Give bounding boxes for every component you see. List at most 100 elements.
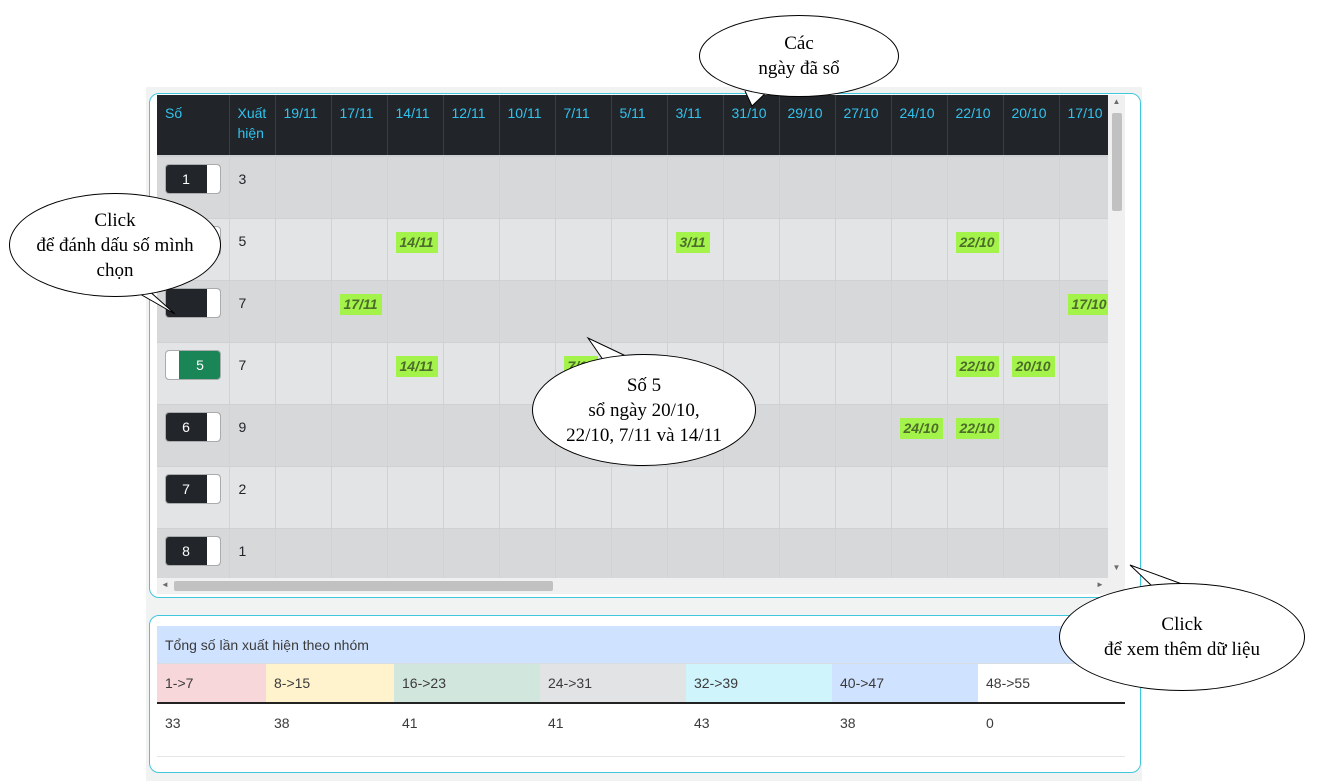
date-cell (611, 280, 668, 343)
appearance-count: 1 (229, 528, 276, 578)
toggle-knob (166, 351, 180, 379)
summary-values-row: 33 38 41 41 43 38 0 (157, 704, 1125, 757)
date-cell (667, 466, 724, 529)
column-header-date: 14/11 (387, 95, 444, 157)
date-cell (331, 404, 388, 467)
column-header-xuat-hien: Xuất hiện (229, 95, 276, 157)
date-cell (1059, 528, 1108, 578)
number-toggle-button[interactable]: 1 (165, 164, 221, 194)
group-label: 16->23 (394, 664, 540, 702)
number-cell: 6 (157, 404, 230, 467)
date-cell (723, 466, 780, 529)
toggle-knob (206, 537, 220, 565)
appearance-count: 9 (229, 404, 276, 467)
date-tag: 22/10 (955, 356, 999, 377)
number-toggle-button[interactable] (165, 288, 221, 318)
date-cell (443, 404, 500, 467)
date-cell (1059, 466, 1108, 529)
appearance-count: 3 (229, 156, 276, 219)
date-cell (947, 280, 1004, 343)
date-cell (1003, 466, 1060, 529)
date-cell (723, 280, 780, 343)
number-cell: 8 (157, 528, 230, 578)
number-cell (157, 280, 230, 343)
vertical-scroll-thumb[interactable] (1112, 113, 1122, 211)
horizontal-scrollbar[interactable]: ◄ ► (157, 578, 1108, 594)
table-header-row: Số Xuất hiện 19/11 17/11 14/11 12/11 10/11 7/11… (157, 95, 1108, 157)
date-cell (443, 280, 500, 343)
date-cell (835, 528, 892, 578)
callout-so5: Số 5 sổ ngày 20/10, 22/10, 7/11 và 14/11 (532, 354, 756, 466)
appearance-count: 5 (229, 218, 276, 281)
date-tag: 17/11 (339, 294, 382, 315)
date-cell (275, 466, 332, 529)
date-cell (611, 528, 668, 578)
date-cell (723, 156, 780, 219)
table-row: 7 17/11 17/10 (157, 280, 1108, 343)
date-cell (891, 280, 948, 343)
group-label: 8->15 (266, 664, 394, 702)
column-header-date: 17/10 (1059, 95, 1108, 157)
date-cell (555, 156, 612, 219)
column-header-date: 5/11 (611, 95, 668, 157)
date-cell (443, 528, 500, 578)
date-cell (331, 528, 388, 578)
scroll-right-arrow-icon[interactable]: ► (1096, 580, 1104, 589)
date-cell (611, 466, 668, 529)
date-cell (1003, 404, 1060, 467)
column-header-date: 3/11 (667, 95, 724, 157)
number-label: 5 (180, 351, 220, 379)
callout-click-mark-line: chọn (96, 259, 134, 281)
date-cell (331, 156, 388, 219)
date-cell: 22/10 (947, 404, 1004, 467)
number-cell: 7 (157, 466, 230, 529)
date-tag: 14/11 (395, 356, 438, 377)
date-cell (555, 218, 612, 281)
number-label: 8 (166, 537, 206, 565)
number-toggle-button[interactable]: 5 (165, 350, 221, 380)
column-header-date: 24/10 (891, 95, 948, 157)
number-toggle-button[interactable]: 7 (165, 474, 221, 504)
callout-click-mark-line: Click (94, 209, 136, 231)
number-toggle-button[interactable]: 8 (165, 536, 221, 566)
date-cell (891, 156, 948, 219)
scroll-left-arrow-icon[interactable]: ◄ (161, 580, 169, 589)
appearance-count: 7 (229, 280, 276, 343)
column-header-date: 29/10 (779, 95, 836, 157)
date-cell (835, 156, 892, 219)
date-cell (275, 156, 332, 219)
table-row: 5 14/11 3/11 22/10 (157, 218, 1108, 281)
scroll-down-arrow-icon[interactable]: ▼ (1112, 563, 1121, 572)
date-cell: 17/11 (331, 280, 388, 343)
date-cell (779, 156, 836, 219)
date-cell (331, 342, 388, 405)
date-cell (947, 156, 1004, 219)
date-cell (947, 528, 1004, 578)
results-table-viewport[interactable]: Số Xuất hiện 19/11 17/11 14/11 12/11 10/11 7/11… (157, 95, 1108, 578)
date-tag: 22/10 (955, 418, 999, 439)
date-cell (499, 156, 556, 219)
group-label: 24->31 (540, 664, 686, 702)
group-value: 41 (394, 704, 540, 756)
number-toggle-button[interactable]: 6 (165, 412, 221, 442)
date-cell (835, 280, 892, 343)
date-cell (443, 218, 500, 281)
date-cell: 3/11 (667, 218, 724, 281)
summary-header-row: 1->7 8->15 16->23 24->31 32->39 40->47 48->55 (157, 664, 1125, 704)
horizontal-scroll-thumb[interactable] (174, 581, 553, 591)
scroll-up-arrow-icon[interactable]: ▲ (1112, 97, 1121, 106)
date-cell (1059, 404, 1108, 467)
column-header-date: 27/10 (835, 95, 892, 157)
callout-click-more-line: để xem thêm dữ liệu (1104, 639, 1260, 660)
date-cell (779, 466, 836, 529)
date-cell (947, 466, 1004, 529)
date-cell (779, 218, 836, 281)
column-header-date: 19/11 (275, 95, 332, 157)
date-cell (779, 280, 836, 343)
column-header-date: 7/11 (555, 95, 612, 157)
vertical-scrollbar[interactable]: ▲ ▼ (1108, 95, 1125, 578)
toggle-knob (206, 165, 220, 193)
callout-so5-line: sổ ngày 20/10, (588, 399, 700, 421)
group-value: 33 (157, 704, 266, 756)
